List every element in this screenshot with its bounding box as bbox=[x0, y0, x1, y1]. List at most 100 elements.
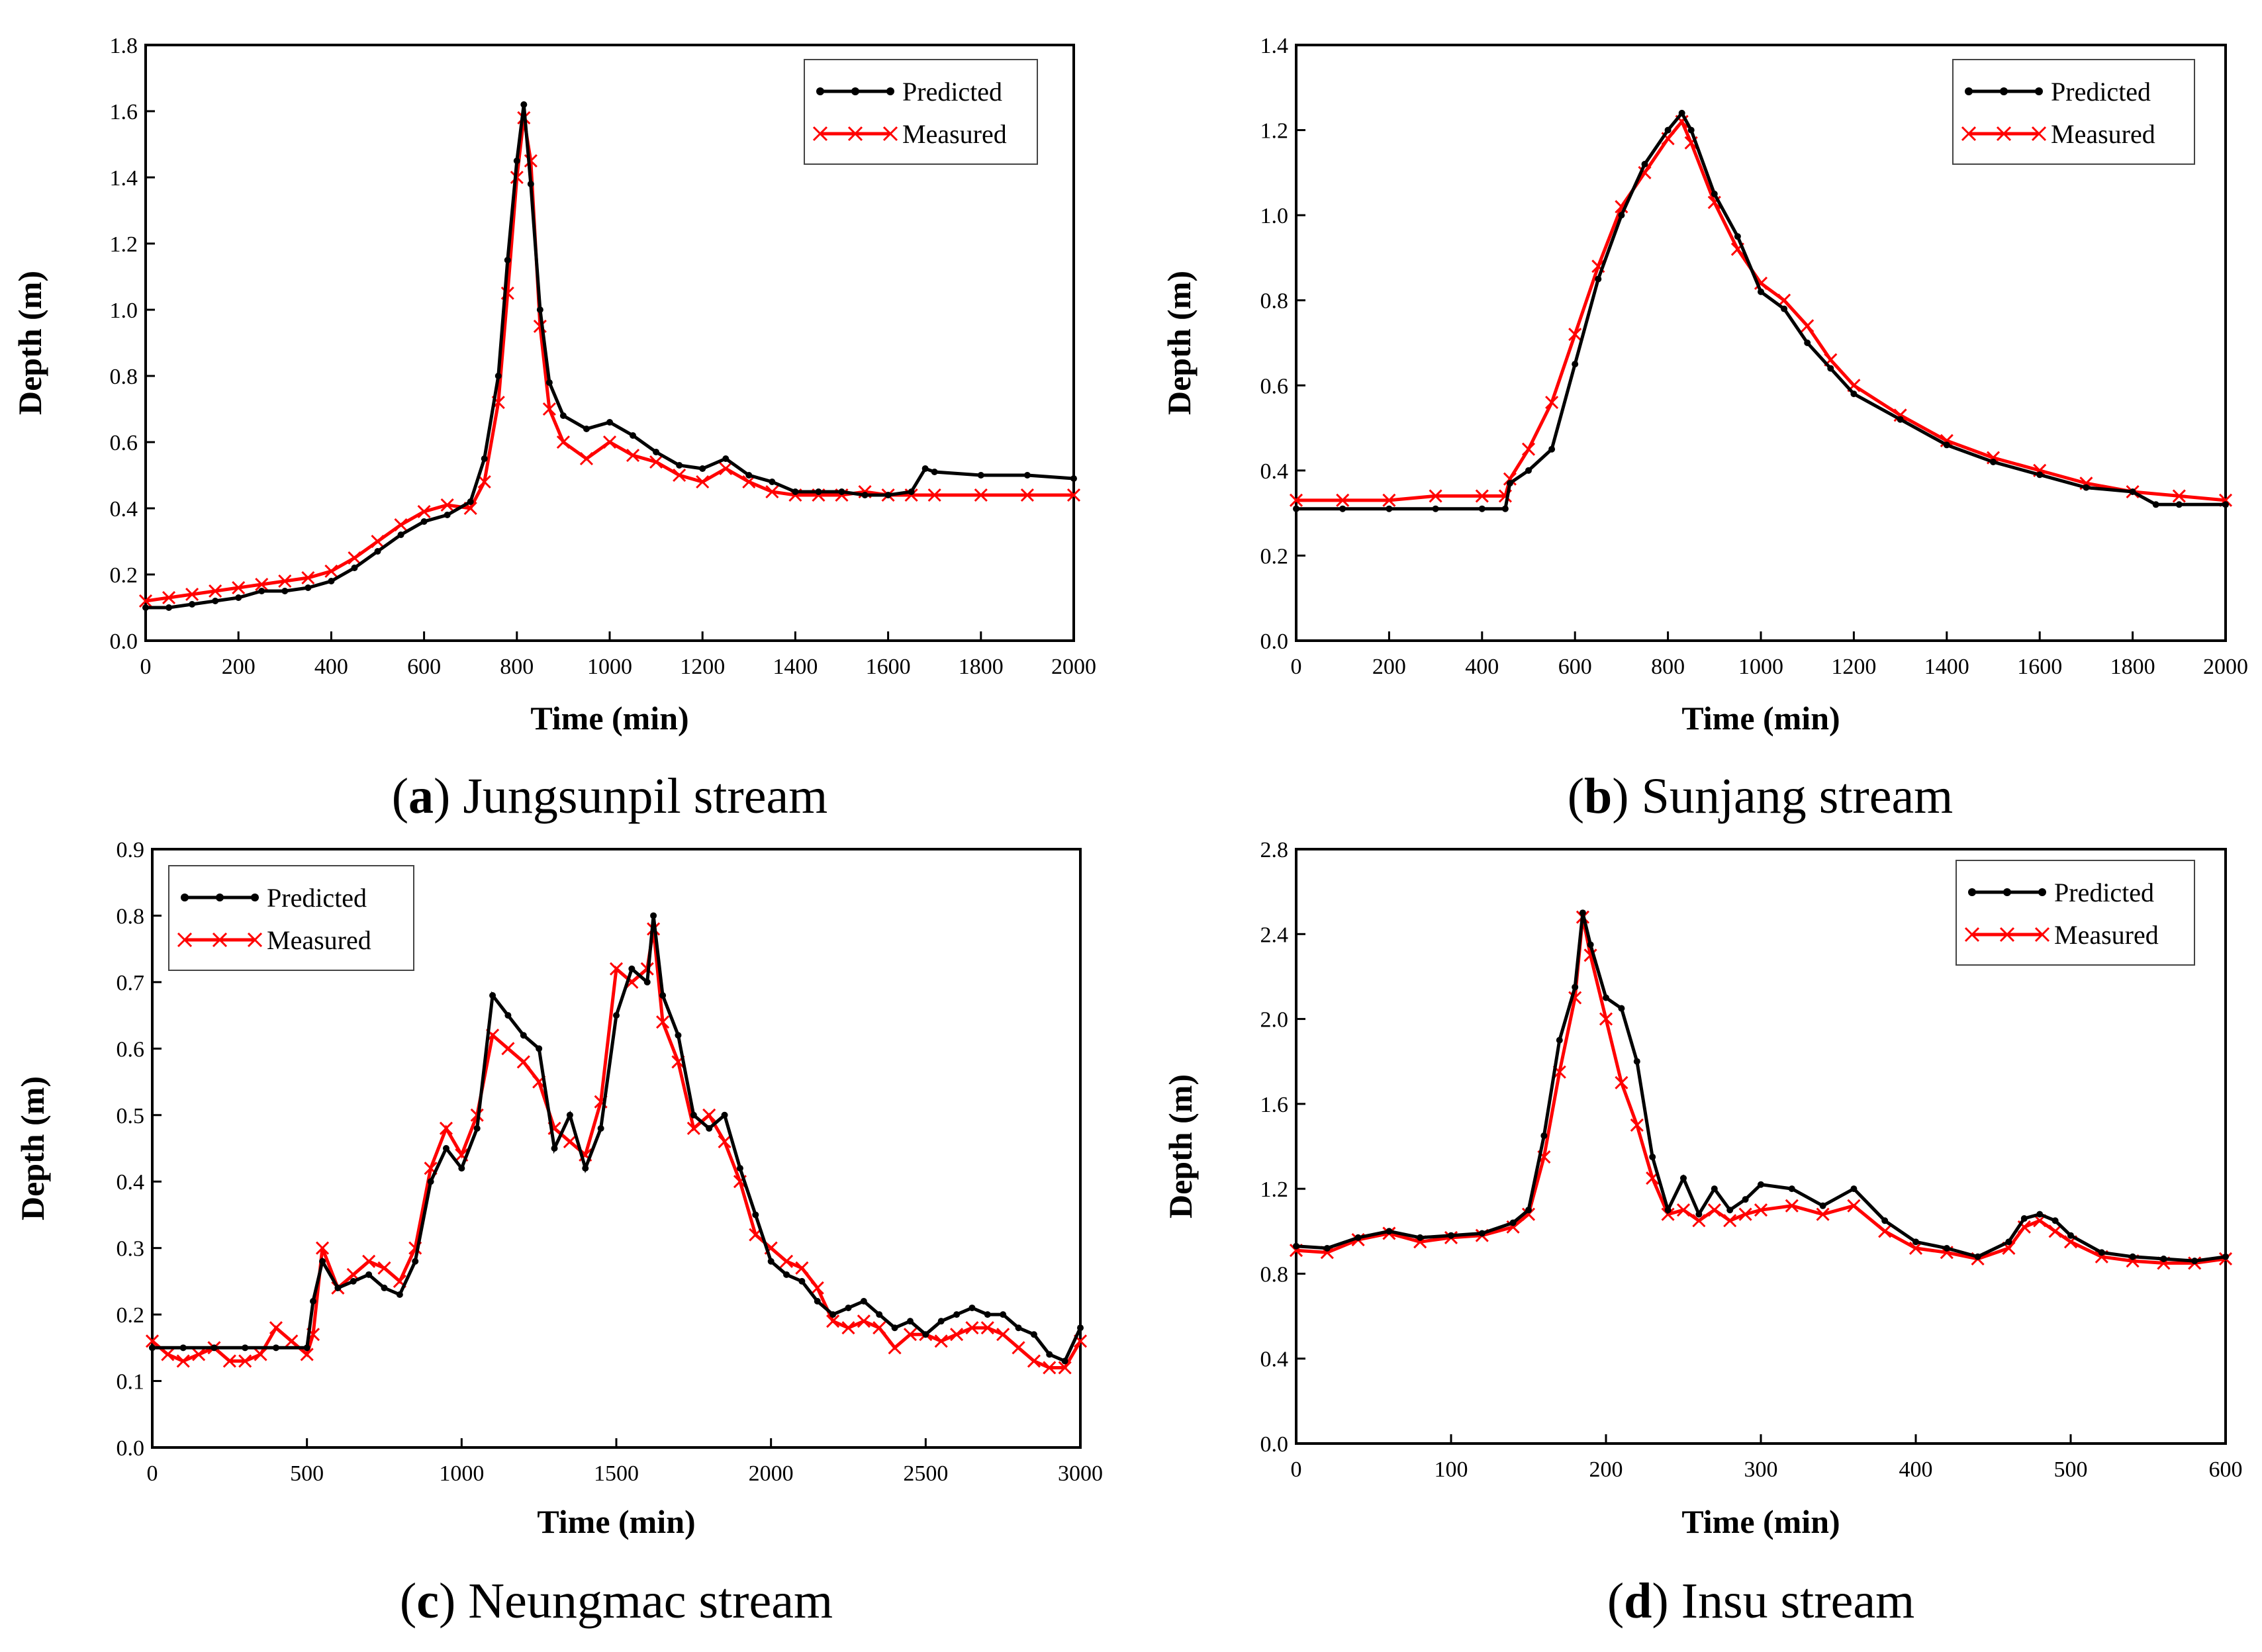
measured-point bbox=[719, 461, 733, 476]
predicted-point bbox=[1943, 1244, 1950, 1252]
y-tick-label: 0.2 bbox=[1260, 544, 1289, 569]
legend-box bbox=[804, 59, 1038, 165]
measured-point bbox=[315, 1241, 330, 1255]
predicted-point bbox=[2129, 1253, 2136, 1260]
predicted-point bbox=[1990, 459, 1997, 465]
x-tick-label: 0 bbox=[1291, 1457, 1302, 1482]
x-axis-title: Time (min) bbox=[1681, 700, 1840, 737]
predicted-point bbox=[1386, 1228, 1393, 1235]
predicted-point bbox=[650, 912, 657, 919]
y-tick-label: 0.4 bbox=[1260, 1348, 1289, 1372]
x-tick-label: 800 bbox=[500, 655, 534, 679]
predicted-point bbox=[1649, 1154, 1656, 1161]
legend: Predicted Measured bbox=[1956, 860, 2195, 966]
predicted-point bbox=[1618, 1005, 1625, 1012]
predicted-point bbox=[745, 472, 753, 479]
legend-predicted-marker bbox=[2035, 87, 2043, 95]
measured-point bbox=[673, 468, 686, 482]
legend-measured-marker bbox=[1964, 927, 1980, 942]
x-tick-label: 1000 bbox=[439, 1461, 484, 1486]
predicted-point bbox=[1974, 1253, 1981, 1260]
measured-point bbox=[974, 488, 988, 502]
predicted-point bbox=[1618, 212, 1625, 219]
measured-point bbox=[1754, 1203, 1768, 1217]
predicted-point bbox=[179, 1344, 187, 1352]
predicted-point bbox=[258, 588, 265, 594]
x-tick-label: 200 bbox=[222, 655, 256, 679]
measured-point bbox=[377, 1261, 391, 1275]
legend-measured-marker bbox=[2034, 927, 2050, 942]
predicted-point bbox=[1758, 288, 1764, 295]
predicted-point bbox=[2083, 484, 2090, 491]
predicted-point bbox=[1070, 475, 1077, 482]
predicted-point bbox=[319, 1258, 326, 1265]
predicted-point bbox=[1478, 1230, 1485, 1237]
measured-point bbox=[2048, 1224, 2062, 1238]
x-tick-label: 0 bbox=[1291, 655, 1302, 679]
predicted-point bbox=[2129, 488, 2136, 495]
measured-point bbox=[718, 1134, 731, 1149]
predicted-point bbox=[1819, 1202, 1826, 1209]
x-tick-label: 400 bbox=[314, 655, 348, 679]
predicted-point bbox=[1587, 941, 1594, 948]
x-tick-label: 800 bbox=[1651, 655, 1685, 679]
predicted-point bbox=[1339, 505, 1346, 512]
y-tick-label: 2.8 bbox=[1260, 838, 1289, 862]
predicted-point bbox=[396, 1291, 403, 1298]
measured-point bbox=[950, 1328, 964, 1342]
predicted-point bbox=[1077, 1324, 1084, 1332]
measured-point bbox=[686, 1121, 700, 1135]
chart-panel-a: 0.0 0.2 0.4 0.6 0.8 1.0 1.2 1.4 1.6 1.8 0 200 400 600… bbox=[11, 34, 1096, 824]
predicted-point bbox=[527, 181, 534, 187]
measured-point bbox=[394, 518, 408, 532]
legend-measured-marker bbox=[1996, 126, 2012, 142]
x-axis-title: Time (min) bbox=[537, 1503, 695, 1540]
predicted-point bbox=[1417, 1234, 1424, 1241]
predicted-point bbox=[513, 158, 520, 164]
measured-point bbox=[222, 1354, 236, 1368]
measured-point bbox=[626, 448, 640, 463]
predicted-point bbox=[2098, 1249, 2105, 1256]
x-tick-label: 1800 bbox=[959, 655, 1004, 679]
predicted-point bbox=[504, 1012, 512, 1019]
predicted-point bbox=[211, 1344, 218, 1352]
predicted-point bbox=[1448, 1232, 1454, 1239]
measured-point bbox=[501, 1042, 515, 1056]
predicted-point bbox=[2036, 1211, 2044, 1218]
x-tick-label: 1800 bbox=[2110, 655, 2155, 679]
y-tick-label: 0.5 bbox=[117, 1104, 145, 1128]
predicted-point bbox=[1603, 994, 1609, 1001]
measured-point bbox=[1661, 1207, 1675, 1221]
y-tick-label: 0.7 bbox=[117, 971, 145, 995]
measured-point bbox=[138, 594, 153, 608]
x-tick-label: 1200 bbox=[1831, 655, 1876, 679]
measured-point bbox=[209, 584, 222, 598]
x-tick-label: 2500 bbox=[903, 1461, 948, 1486]
predicted-point bbox=[861, 492, 869, 498]
predicted-point bbox=[1726, 1207, 1734, 1214]
predicted-point bbox=[1695, 1211, 1703, 1218]
predicted-point bbox=[1664, 126, 1672, 134]
measured-point bbox=[516, 1055, 530, 1069]
predicted-point bbox=[310, 1298, 317, 1305]
measured-point bbox=[872, 1321, 886, 1335]
x-tick-label: 200 bbox=[1372, 655, 1406, 679]
predicted-point bbox=[420, 518, 428, 525]
predicted-point bbox=[643, 978, 651, 986]
predicted-point bbox=[1912, 1238, 1919, 1246]
x-tick-label: 1400 bbox=[773, 655, 818, 679]
predicted-point bbox=[1680, 1175, 1687, 1182]
predicted-point bbox=[1758, 1181, 1764, 1188]
y-axis-title: Depth (m) bbox=[1162, 1074, 1199, 1218]
predicted-point bbox=[149, 1344, 156, 1352]
predicted-point bbox=[495, 373, 502, 379]
legend-measured-marker bbox=[1999, 927, 2015, 942]
predicted-point bbox=[1734, 233, 1741, 240]
predicted-point bbox=[536, 306, 543, 313]
measured-point bbox=[278, 574, 292, 588]
predicted-point bbox=[582, 1165, 589, 1172]
x-tick-label: 1600 bbox=[866, 655, 911, 679]
measured-point bbox=[888, 1341, 902, 1355]
predicted-point bbox=[845, 1305, 852, 1312]
y-axis-title: Depth (m) bbox=[11, 271, 48, 415]
